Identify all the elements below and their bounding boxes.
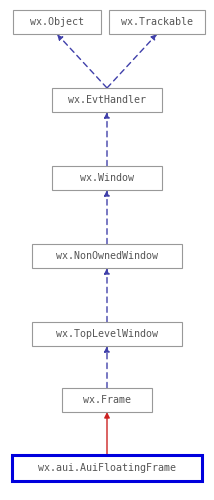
Text: wx.Trackable: wx.Trackable [121,17,193,27]
Bar [109,10,205,34]
Bar [32,322,182,346]
Text: wx.aui.AuiFloatingFrame: wx.aui.AuiFloatingFrame [38,463,176,473]
Text: wx.TopLevelWindow: wx.TopLevelWindow [56,329,158,339]
Text: wx.EvtHandler: wx.EvtHandler [68,95,146,105]
Text: wx.Frame: wx.Frame [83,395,131,405]
Bar [62,388,152,412]
Bar [52,166,162,190]
Bar [12,455,202,481]
Bar [32,244,182,268]
Bar [13,10,101,34]
Text: wx.NonOwnedWindow: wx.NonOwnedWindow [56,251,158,261]
Text: wx.Object: wx.Object [30,17,84,27]
Bar [52,88,162,112]
Text: wx.Window: wx.Window [80,173,134,183]
